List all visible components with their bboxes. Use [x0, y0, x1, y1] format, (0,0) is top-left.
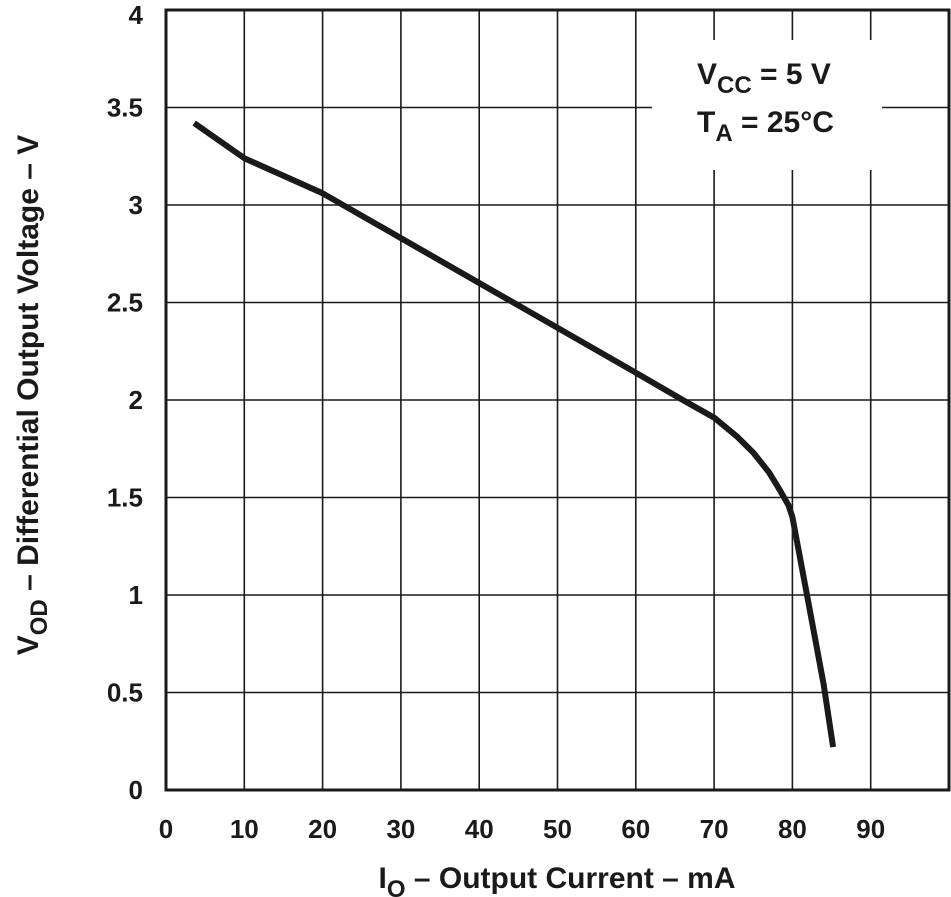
x-tick-label: 40: [465, 814, 494, 844]
y-tick-label: 3: [129, 190, 143, 220]
grid: [166, 10, 949, 790]
x-tick-label: 30: [386, 814, 415, 844]
x-tick-label: 20: [308, 814, 337, 844]
x-tick-label: 70: [700, 814, 729, 844]
x-tick-label: 50: [543, 814, 572, 844]
y-tick-label: 1: [129, 580, 143, 610]
y-tick-label: 0.5: [107, 678, 143, 708]
legend-background: [652, 40, 882, 170]
x-tick-label: 80: [778, 814, 807, 844]
legend-vcc: VCC = 5 V: [697, 58, 831, 99]
x-axis-title: IO – Output Current – mA: [378, 862, 735, 897]
legend-box: [652, 40, 882, 170]
plot-frame: [164, 8, 951, 792]
tick-labels: 0 10 20 30 40 50 60 70 80 90 0 0.5 1 1.5 2 2.5 3 3.5 4: [107, 0, 885, 844]
y-tick-label: 1.5: [107, 483, 143, 513]
legend-ta: TA = 25°C: [697, 106, 834, 147]
series-line-0: [192, 120, 837, 748]
x-tick-label: 10: [230, 814, 259, 844]
series: [192, 120, 837, 748]
x-tick-label: 90: [856, 814, 885, 844]
y-tick-label: 4: [129, 0, 144, 30]
y-tick-label: 3.5: [107, 93, 143, 123]
x-tick-label: 60: [621, 814, 650, 844]
y-tick-label: 2: [129, 385, 143, 415]
x-tick-label: 0: [159, 814, 173, 844]
y-axis-title: VOD – Differential Output Voltage – V: [12, 135, 53, 656]
y-tick-label: 0: [129, 775, 143, 805]
y-tick-label: 2.5: [107, 288, 143, 318]
